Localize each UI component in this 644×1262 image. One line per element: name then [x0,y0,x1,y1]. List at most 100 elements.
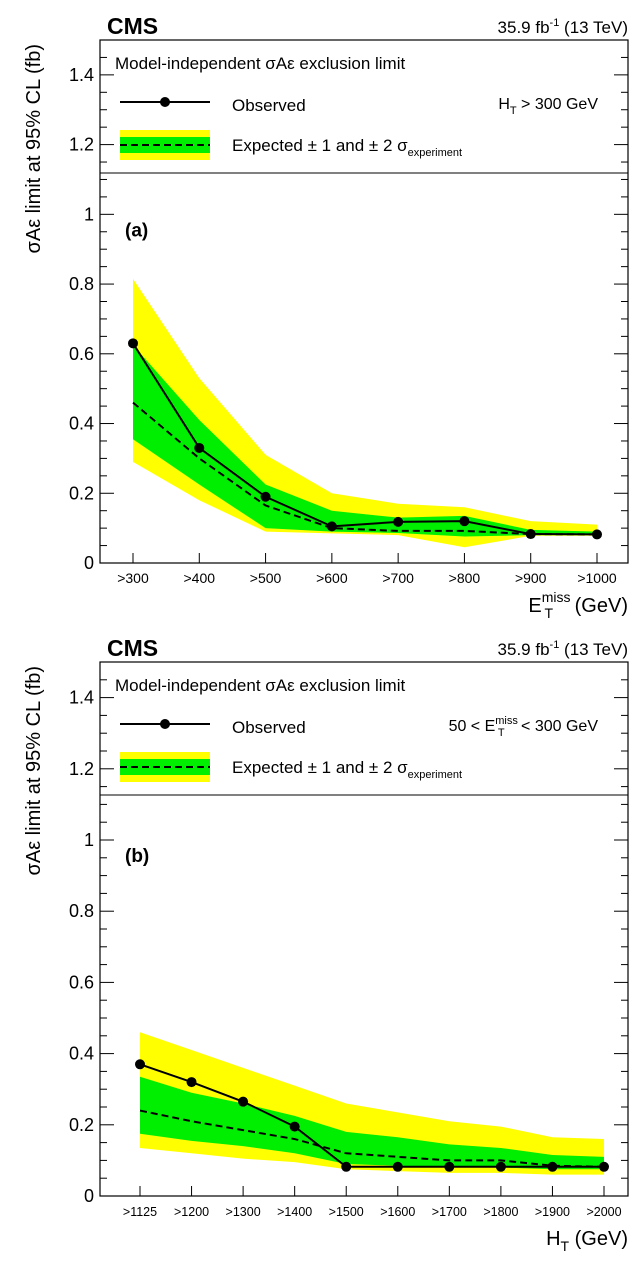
x-axis-label-sub: T [545,605,554,621]
legend-expected-sub: experiment [408,147,462,159]
cut-prefix: 50 < E [449,718,496,735]
cms-label: CMS [107,635,158,661]
y-tick-label: 0.2 [69,483,94,503]
x-tick-label: >700 [382,570,414,586]
x-axis-label-main: E [528,595,541,617]
lumi-value: 35.9 fb [498,18,550,37]
expected-line [139,1109,605,1168]
y-tick-label: 1 [84,204,94,224]
cut-rest: > 300 GeV [517,96,599,113]
x-tick-label: >300 [117,570,149,586]
y-tick-label: 1.4 [69,688,94,708]
y-tick-label: 1.2 [69,759,94,779]
observed-point [128,338,138,349]
energy-label: (13 TeV) [559,18,628,37]
observed-point [459,516,470,527]
luminosity-label: 35.9 fb-1 (13 TeV) [498,17,628,37]
cut-label: HT > 300 GeV [498,96,598,117]
cut-prefix: H [498,96,510,113]
observed-point [260,491,271,502]
observed-point [194,442,205,453]
observed-point [186,1077,197,1088]
x-axis-label: HT (GeV) [546,1228,628,1254]
y-axis-label: σAε limit at 95% CL (fb) [23,44,45,253]
cut-sub: T [510,105,517,117]
cut-label: 50 < Emiss T < 300 GeV [449,715,599,739]
y-tick-label: 0.8 [69,901,94,921]
observed-point [341,1161,352,1172]
legend-observed-label: Observed [232,718,306,737]
y-tick-label: 1 [84,830,94,850]
cms-label: CMS [107,13,158,39]
legend-observed-label: Observed [232,96,306,115]
y-tick-label: 0.4 [69,414,94,434]
observed-point [525,529,536,540]
observed-line [132,342,598,536]
observed-point [326,521,337,532]
y-tick-label: 1.2 [69,135,94,155]
cut-sub: T [498,727,505,739]
y-tick-label: 0.2 [69,1115,94,1135]
y-tick-label: 1.4 [69,65,94,85]
lumi-exponent: -1 [550,17,560,29]
band-1sigma [133,345,597,537]
observed-point [592,529,602,540]
x-tick-label: >2000 [586,1205,621,1219]
x-tick-label: >1600 [380,1205,415,1219]
x-tick-label: >1300 [226,1205,261,1219]
panel-label: (b) [125,846,149,867]
legend-expected-prefix: Expected ± 1 and ± 2 σ [232,758,408,777]
x-axis-label-sup: miss [542,589,571,605]
y-axis-label: σAε limit at 95% CL (fb) [23,666,45,875]
observed-point [289,1121,300,1132]
energy-label: (13 TeV) [559,640,628,659]
y-tick-label: 0 [84,553,94,573]
y-tick-label: 0.4 [69,1044,94,1064]
y-tick-label: 0.6 [69,344,94,364]
observed-point [547,1161,558,1172]
y-tick-label: 0.6 [69,972,94,992]
x-tick-label: >1900 [535,1205,570,1219]
legend-expected-prefix: Expected ± 1 and ± 2 σ [232,136,408,155]
panel-b: CMS 35.9 fb-1 (13 TeV) Model-independent σ… [23,635,629,1254]
x-tick-label: >1200 [174,1205,209,1219]
legend-observed-marker [160,719,170,729]
observed-point [599,1161,609,1172]
x-tick-label: >1400 [277,1205,312,1219]
panel-a: CMS 35.9 fb-1 (13 TeV) Model-independent σ… [23,13,629,621]
x-tick-label: >900 [515,570,547,586]
legend-expected-label: Expected ± 1 and ± 2 σexperiment [232,758,462,781]
cut-sup: miss [495,715,518,727]
x-axis-label-main: H [546,1228,560,1250]
x-tick-label: >800 [449,570,481,586]
panel-label: (a) [125,220,148,241]
legend-expected-sub: experiment [408,769,462,781]
legend-expected-label: Expected ± 1 and ± 2 σexperiment [232,136,462,159]
x-tick-label: >600 [316,570,348,586]
x-tick-label: >1000 [577,570,617,586]
band-1sigma [140,1076,604,1170]
observed-point [135,1059,145,1070]
legend-observed-marker [160,97,170,107]
legend-title: Model-independent σAε exclusion limit [115,676,405,695]
lumi-value: 35.9 fb [498,640,550,659]
observed-point [444,1161,455,1172]
y-tick-label: 0.8 [69,274,94,294]
x-tick-label: >500 [250,570,282,586]
cut-rest: < 300 GeV [517,718,599,735]
x-axis-label-unit: (GeV) [569,595,628,617]
observed-point [392,1161,403,1172]
x-tick-label: >400 [184,570,216,586]
x-tick-label: >1125 [123,1205,157,1219]
expected-line [132,401,598,536]
observed-line [139,1063,604,1168]
lumi-exponent: -1 [550,639,560,651]
x-axis-label: Emiss T (GeV) [528,589,628,621]
x-axis-label-unit: (GeV) [569,1228,628,1250]
observed-point [238,1096,249,1107]
x-tick-label: >1800 [483,1205,518,1219]
y-tick-label: 0 [84,1186,94,1206]
x-axis-label-sub: T [561,1238,570,1254]
luminosity-label: 35.9 fb-1 (13 TeV) [498,639,628,659]
